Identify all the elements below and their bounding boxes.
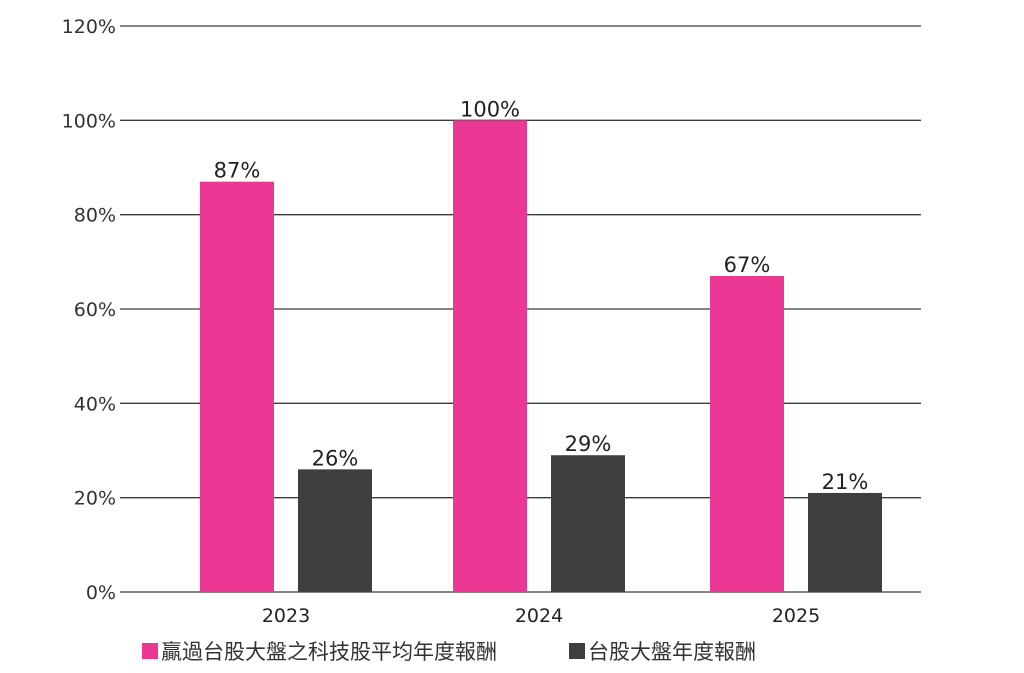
legend-swatch-tech-stocks (142, 643, 158, 659)
bar-2024-series-0 (453, 120, 527, 592)
y-axis-ticks: 0% 20% 40% 60% 80% 100% 120% (62, 16, 116, 604)
legend: 贏過台股大盤之科技股平均年度報酬 台股大盤年度報酬 (142, 636, 756, 666)
bar-2025-series-0 (710, 275, 784, 592)
y-tick-label: 20% (74, 488, 116, 510)
data-label: 21% (822, 470, 869, 494)
bar-2025-series-1 (808, 492, 882, 592)
legend-item-market: 台股大盤年度報酬 (569, 636, 756, 666)
legend-label-tech-stocks: 贏過台股大盤之科技股平均年度報酬 (161, 640, 497, 664)
legend-swatch-market (569, 643, 585, 659)
bar-2023-series-1 (298, 469, 372, 592)
y-tick-label: 0% (86, 582, 116, 604)
y-tick-label: 100% (62, 110, 116, 132)
data-label: 100% (460, 97, 520, 121)
data-label: 26% (312, 446, 359, 470)
legend-item-tech-stocks: 贏過台股大盤之科技股平均年度報酬 (142, 636, 497, 666)
y-tick-label: 60% (74, 299, 116, 321)
data-label: 67% (724, 253, 771, 277)
y-tick-label: 80% (74, 205, 116, 227)
bars (200, 120, 882, 592)
bar-2024-series-1 (551, 455, 625, 592)
data-label: 87% (214, 159, 261, 183)
data-labels: 87% 26% 100% 29% 67% 21% (214, 97, 869, 494)
y-tick-label: 120% (62, 16, 116, 38)
x-axis-ticks: 2023 2024 2025 (262, 605, 820, 627)
bar-2023-series-0 (200, 181, 274, 592)
x-tick-label: 2023 (262, 605, 310, 627)
legend-label-market: 台股大盤年度報酬 (588, 640, 756, 664)
y-tick-label: 40% (74, 393, 116, 415)
x-tick-label: 2025 (772, 605, 820, 627)
x-tick-label: 2024 (515, 605, 563, 627)
data-label: 29% (565, 432, 612, 456)
